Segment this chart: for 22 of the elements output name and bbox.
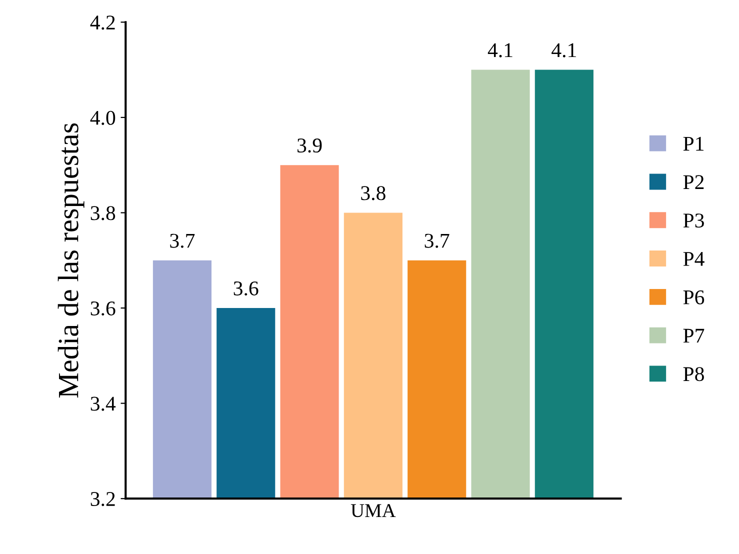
data-label: 3.6	[234, 281, 258, 296]
y-tick-label: 3.6	[90, 301, 116, 316]
data-label: 4.1	[488, 43, 512, 58]
legend-label: P2	[683, 175, 704, 189]
legend-label: P3	[683, 214, 704, 228]
y-tick-label: 3.8	[90, 206, 116, 220]
data-label: 3.7	[424, 234, 450, 248]
legend-label: P4	[683, 252, 704, 266]
y-tick-label: 4.2	[90, 16, 115, 30]
legend-label: P1	[683, 136, 704, 151]
legend-label: P7	[683, 328, 704, 343]
data-label: 3.8	[361, 186, 386, 200]
legend-label: P6	[683, 290, 704, 304]
y-tick-label: 4.0	[90, 110, 116, 125]
legend-label: P8	[683, 367, 704, 382]
y-tick-label: 3.4	[90, 396, 116, 411]
data-label: 4.1	[552, 43, 576, 58]
y-tick-label: 3.2	[90, 492, 115, 506]
data-label: 3.9	[298, 138, 322, 153]
data-label: 3.7	[170, 234, 195, 248]
x-tick-label: UMA	[350, 504, 396, 518]
y-axis-title: Media de las respuestas	[58, 123, 84, 398]
